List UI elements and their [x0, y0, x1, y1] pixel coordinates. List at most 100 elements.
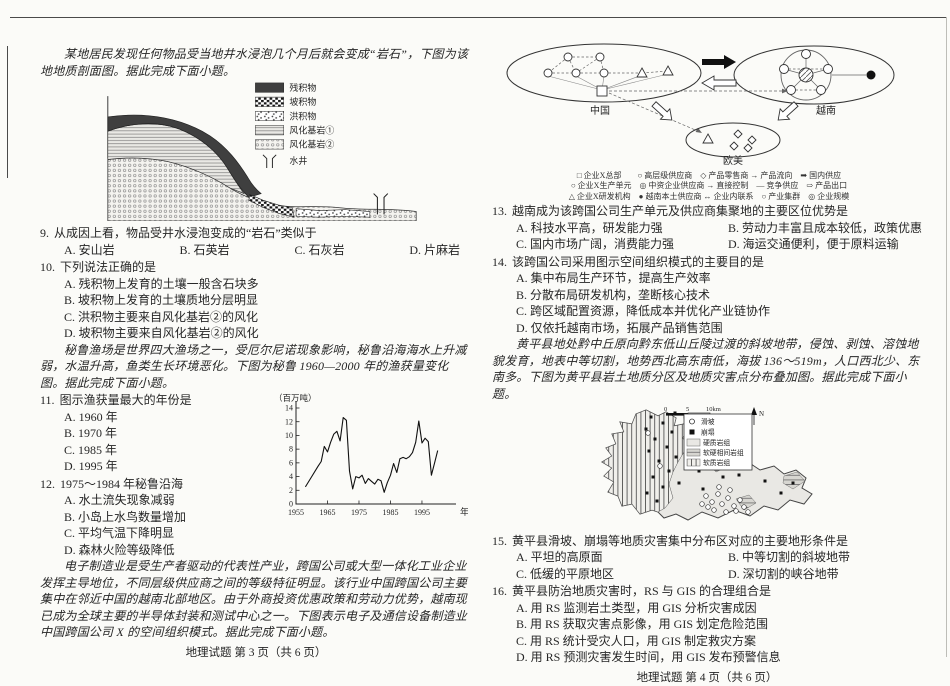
- rd-triangle-icon: [637, 68, 647, 77]
- china-label: 中国: [590, 104, 610, 117]
- landslide-legend-icon: [690, 419, 695, 424]
- svg-text:1995: 1995: [414, 508, 430, 517]
- scaled-production-unit-icon: [799, 68, 813, 82]
- collapse-legend-icon: [690, 430, 695, 435]
- intro-rock-paragraph: 某地居民发现任何物品受当地井水浸泡几个月后就会变成“岩石”，下图为该地地质剖面图…: [40, 46, 472, 79]
- legend-label: 滑坡: [701, 417, 715, 426]
- option-d: D. 仅依托越南市场，拓展产品销售范围: [516, 320, 922, 337]
- questions-11-12-block: 11.图示渔获量最大的年份是 A. 1960 年 B. 1970 年 C. 19…: [40, 392, 472, 558]
- svg-text:2: 2: [289, 486, 293, 495]
- legend-swatch-bedrock1: [255, 125, 283, 134]
- option-c: C. 跨区域配置资源，降低成本并优化产业链协作: [516, 303, 922, 320]
- option-b: B. 坡积物上发育的土壤质地分层明显: [64, 292, 472, 309]
- question-stem: 该跨国公司采用图示空间组织模式的主要目的是: [512, 255, 764, 269]
- svg-text:12: 12: [285, 417, 293, 426]
- network-legend-row-3: △ 企业X研发机构 ● 越南本土供应商 ↔ 企业内联系 ○ 产业集群 ◎ 企业规…: [496, 192, 922, 203]
- legend-label: 风化基岩②: [289, 139, 334, 150]
- svg-text:1985: 1985: [382, 508, 398, 517]
- svg-text:（百万吨）: （百万吨）: [274, 393, 317, 403]
- legend-label: 坡积物: [289, 96, 316, 107]
- option-a: A. 平坦的高原面: [516, 549, 728, 566]
- question-number: 10.: [40, 260, 55, 274]
- svg-text:6: 6: [289, 458, 293, 467]
- option-a: A. 集中布局生产环节，提高生产效率: [516, 270, 922, 287]
- network-legend-row-1: □ 企业X总部 ○ 高层级供应商 ◇ 产品零售商 → 产品流向 ➡ 国内供应: [496, 171, 922, 182]
- question-14: 14. 该跨国公司采用图示空间组织模式的主要目的是 A. 集中布局生产环节，提高生…: [492, 254, 922, 337]
- option-b: B. 中等切割的斜坡地带: [728, 549, 922, 566]
- north-label: N: [759, 410, 764, 418]
- scale-label: 10km: [706, 406, 721, 413]
- export-arrow-icon: [649, 99, 676, 125]
- legend-swatch-residual: [255, 83, 283, 92]
- product-export-arrow-icon: [702, 76, 736, 90]
- vietnam-label: 越南: [816, 104, 836, 117]
- option-a: A. 用 RS 监测岩土类型，用 GIS 分析灾害成因: [516, 600, 922, 617]
- huangping-map-svg: 0 5 10km N 滑坡 崩塌 硬质岩组 软硬相间岩组: [588, 404, 832, 526]
- question-stem: 黄平县防治地质灾害时，RS 与 GIS 的合理组合是: [512, 584, 771, 598]
- question-number: 9.: [40, 226, 49, 240]
- scan-edge-top: [10, 17, 946, 18]
- question-number: 12.: [40, 477, 55, 491]
- scan-edge-right: [946, 17, 947, 657]
- network-diagram-svg: 中国 越南: [496, 42, 916, 166]
- huangping-map-figure: 0 5 10km N 滑坡 崩塌 硬质岩组 软硬相间岩组: [588, 404, 922, 531]
- legend-label: 崩塌: [701, 428, 715, 437]
- svg-text:14: 14: [285, 404, 293, 413]
- north-arrow-icon: N: [751, 407, 764, 425]
- legend-label: 水井: [289, 155, 307, 166]
- legend-label: 洪积物: [289, 110, 316, 121]
- option-b: B. 石英岩: [180, 242, 230, 259]
- legend-label: 风化基岩①: [289, 125, 334, 136]
- domestic-supply-arrow-icon: [702, 55, 736, 69]
- scale-label: 0: [664, 406, 667, 413]
- option-c: C. 洪积物主要来自风化基岩②的风化: [64, 309, 472, 326]
- question-number: 15.: [492, 534, 507, 548]
- svg-text:1975: 1975: [351, 508, 367, 517]
- option-b: B. 用 RS 获取灾害点影像，用 GIS 划定危险范围: [516, 616, 922, 633]
- scale-label: 5: [686, 406, 689, 413]
- west-label: 欧美: [723, 154, 743, 166]
- network-legend-row-2: ○ 企业X生产单元 ◎ 中资企业供应商 → 直接控制 — 竞争供应 ⇨ 产品出口: [496, 181, 922, 192]
- question-number: 13.: [492, 204, 507, 218]
- option-d: D. 深切割的峡谷地带: [728, 566, 922, 583]
- flow-arrows: [609, 55, 801, 133]
- legend-label: 软质岩组: [703, 458, 730, 467]
- question-10: 10.下列说法正确的是 A. 残积物上发育的土壤一般含石块多 B. 坡积物上发育…: [40, 259, 472, 342]
- rd-triangle-icon: [663, 66, 673, 75]
- geology-cross-section-svg: 残积物 坡积物 洪积物 风化基岩① 风化基岩② 水井: [96, 81, 428, 221]
- question-number: 16.: [492, 584, 507, 598]
- vietnam-cluster: 越南: [734, 46, 894, 117]
- option-d: D. 片麻岩: [409, 242, 460, 259]
- intro-peru-paragraph: 秘鲁渔场是世界四大渔场之一，受厄尔尼诺现象影响，秘鲁沿海海水上升减弱，水温升高，…: [40, 342, 472, 392]
- option-c: C. 国内市场广阔，消费能力强: [516, 236, 728, 253]
- scan-edge-left: [7, 46, 8, 178]
- option-a: A. 科技水平高，研发能力强: [516, 220, 728, 237]
- option-b: B. 分散布局研发机构，垄断核心技术: [516, 287, 922, 304]
- svg-text:10: 10: [285, 431, 293, 440]
- option-d: D. 用 RS 预测灾害发生时间，用 GIS 发布预警信息: [516, 649, 922, 666]
- question-stem: 下列说法正确的是: [60, 260, 156, 274]
- well-legend-icon: [263, 155, 276, 168]
- legend-label: 硬质岩组: [703, 438, 730, 447]
- option-d: D. 海运交通便利，便于原料运输: [728, 236, 922, 253]
- question-number: 14.: [492, 255, 507, 269]
- option-c: C. 低缓的平原地区: [516, 566, 728, 583]
- question-stem: 图示渔获量最大的年份是: [60, 393, 192, 407]
- option-c: C. 用 RS 统计受灾人口，用 GIS 制定救灾方案: [516, 633, 922, 650]
- question-stem: 越南成为该跨国公司生产单元及供应商集聚地的主要区位优势是: [512, 204, 848, 218]
- option-a: A. 安山岩: [64, 242, 115, 259]
- svg-text:1965: 1965: [319, 508, 335, 517]
- west-cluster: 欧美: [686, 123, 780, 166]
- option-d: D. 森林火险等级降低: [64, 542, 472, 559]
- legend-swatch-flood: [255, 111, 283, 120]
- question-15: 15.黄平县滑坡、崩塌等地质灾害集中分布区对应的主要地形条件是 A. 平坦的高原…: [492, 533, 922, 583]
- intro-huangping-paragraph: 黄平县地处黔中丘原向黔东低山丘陵过渡的斜坡地带，侵蚀、剥蚀、溶蚀地貌发育，地表中…: [492, 336, 922, 402]
- china-cluster: 中国: [507, 44, 701, 117]
- legend-label: 残积物: [289, 82, 316, 93]
- map-legend: 滑坡 崩塌 硬质岩组 软硬相间岩组 软质岩组: [684, 414, 752, 470]
- page-right: 中国 越南: [492, 42, 922, 686]
- option-c: C. 石灰岩: [294, 242, 344, 259]
- page-footer-right: 地理试题 第 4 页（共 6 页）: [492, 670, 922, 686]
- geology-cross-section-figure: 残积物 坡积物 洪积物 风化基岩① 风化基岩② 水井: [96, 81, 472, 223]
